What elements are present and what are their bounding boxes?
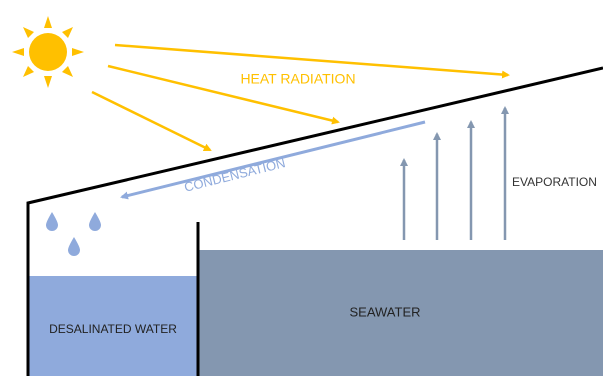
evaporation-label: EVAPORATION (512, 175, 597, 189)
page: {"labels": {"heat_radiation": "HEAT RADI… (0, 0, 603, 376)
desalinated-water-label: DESALINATED WATER (49, 322, 177, 336)
seawater-label: SEAWATER (349, 304, 420, 319)
sun (12, 16, 84, 88)
condensation-label: CONDENSATION (183, 155, 287, 195)
heat-rays (92, 45, 508, 150)
diagram: HEAT RADIATION CONDENSATION EVAPORATION … (0, 0, 603, 376)
evaporation-arrows (404, 108, 505, 240)
heat-radiation-label: HEAT RADIATION (240, 71, 355, 87)
droplets (46, 212, 101, 256)
